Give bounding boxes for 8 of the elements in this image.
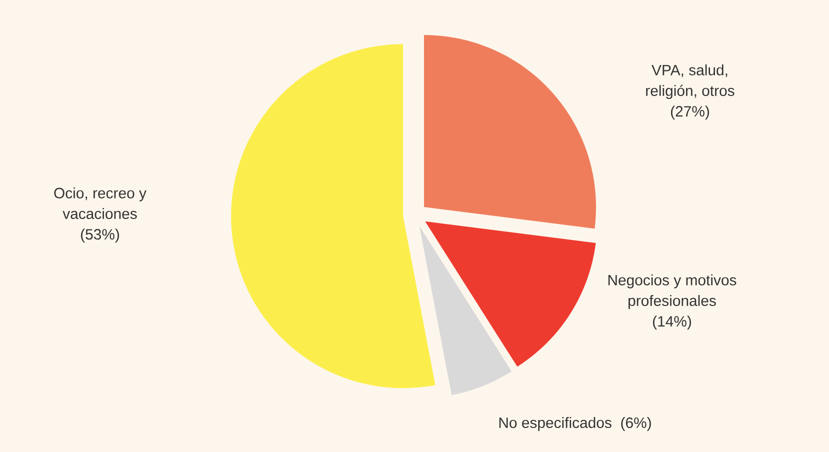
data-label: (14%) xyxy=(653,316,692,330)
slice-label: Negocios y motivos profesionales xyxy=(608,274,736,309)
data-label: (6%) xyxy=(621,417,651,431)
slice-label: VPA, salud, religión, otros xyxy=(646,64,734,99)
data-label: (53%) xyxy=(80,228,119,243)
slice-label: No especificados xyxy=(499,417,612,431)
data-label: (27%) xyxy=(671,106,710,120)
slice-label: Ocio, recreo y vacaciones xyxy=(54,187,146,220)
